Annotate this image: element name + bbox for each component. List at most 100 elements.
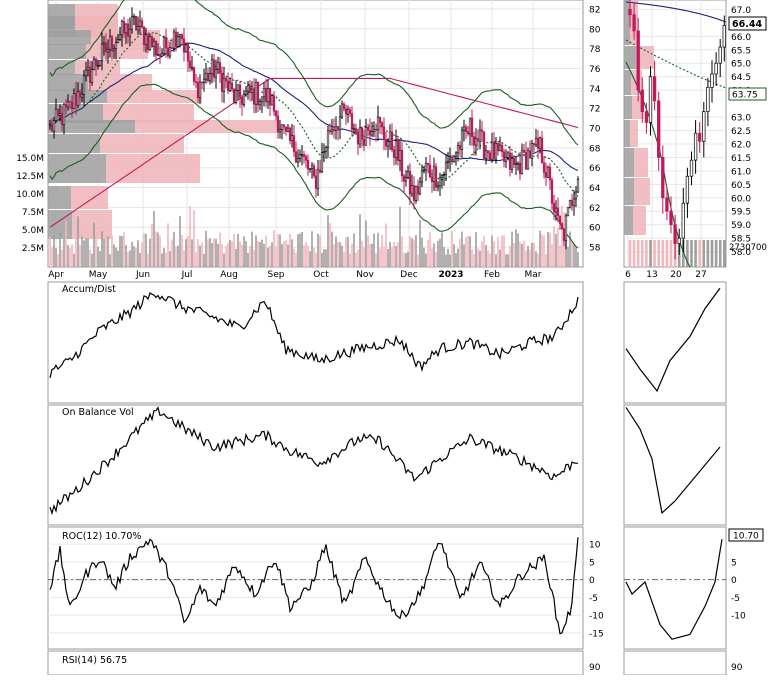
- zoom-candle-body: [693, 132, 698, 161]
- volume-bar: [571, 241, 573, 267]
- volume-bar: [53, 235, 55, 267]
- zoom-candle-body: [636, 30, 640, 91]
- volume-bar: [393, 241, 395, 267]
- volume-bar: [353, 233, 355, 267]
- volume-bar: [559, 245, 561, 267]
- price-candle-body: [132, 16, 136, 18]
- price-candle-body: [206, 72, 210, 82]
- month-tick-label: Nov: [356, 270, 374, 280]
- price-candle-body: [400, 149, 404, 177]
- volume-bar: [575, 247, 577, 267]
- price-candle-body: [422, 169, 426, 172]
- last-price-label: 66.44: [732, 19, 762, 30]
- zoom-profile-bar: [630, 120, 638, 147]
- price-candle-body: [242, 93, 246, 105]
- volume-bar: [195, 252, 197, 267]
- roc-tick-label: -5: [589, 594, 598, 604]
- volume-bar: [289, 233, 291, 267]
- volume-bar: [381, 234, 383, 267]
- price-candle-body: [496, 143, 500, 152]
- price-candle-body: [504, 157, 508, 162]
- price-candle-body: [136, 26, 140, 31]
- panel-frame-6: [47, 526, 584, 650]
- zoom-profile-bar: [636, 46, 654, 69]
- volume-bar: [485, 245, 487, 267]
- price-candle-body: [306, 159, 310, 170]
- volume-bar: [555, 233, 557, 267]
- price-candle-body: [336, 126, 340, 131]
- price-candle-body: [318, 169, 322, 173]
- price-candle-body: [480, 129, 484, 132]
- zoom-candle-body: [702, 111, 706, 142]
- volume-bar: [121, 236, 123, 267]
- price-candle-body: [220, 72, 224, 92]
- volume-bar: [423, 247, 425, 267]
- price-candle-body: [332, 128, 336, 131]
- overlay-lines: [49, 0, 727, 640]
- volume-bar: [161, 253, 163, 267]
- volume-profile-bar: [48, 186, 71, 209]
- price-candle-body: [522, 149, 526, 153]
- volume-tick-label: 12.5M: [16, 172, 44, 182]
- price-candle-body: [142, 26, 146, 45]
- price-candle-body: [138, 20, 142, 27]
- volume-bar: [299, 233, 301, 267]
- volume-bar: [351, 243, 353, 267]
- volume-bar: [243, 236, 245, 267]
- roc-zoom-tick-label: 0: [731, 576, 737, 586]
- zoom-candle-body: [681, 202, 685, 239]
- volume-bar: [521, 243, 523, 267]
- roc-zoom-tick-label: -10: [731, 612, 746, 622]
- zoom-tick-label: 60.0: [731, 194, 751, 204]
- volume-bar: [83, 240, 85, 267]
- price-candle-body: [540, 137, 544, 164]
- volume-bar: [143, 233, 145, 267]
- price-candle-body: [398, 149, 402, 161]
- volume-bar: [523, 240, 525, 267]
- volume-profile-bar: [48, 44, 86, 59]
- price-candle-body: [198, 81, 202, 99]
- price-candle-body: [56, 108, 60, 116]
- zoom-tick-label: 60.5: [731, 181, 751, 191]
- price-candle-body: [566, 207, 570, 217]
- volume-bar: [481, 241, 483, 267]
- volume-bar: [527, 246, 529, 267]
- price-candle-body: [228, 82, 232, 91]
- zoom-day-label: 13: [646, 270, 657, 280]
- volume-profile-bar: [107, 90, 202, 103]
- zoom-candle-body: [648, 76, 653, 123]
- volume-bar: [81, 236, 83, 267]
- volume-bar: [325, 249, 327, 267]
- volume-bar: [431, 248, 433, 267]
- volume-bar: [455, 253, 457, 267]
- price-candle-body: [564, 215, 568, 241]
- zoom-volume-bar: [718, 240, 722, 267]
- zoom-tick-label: 66.0: [731, 33, 751, 43]
- volume-bar: [547, 231, 549, 267]
- zoom-candle-body: [714, 62, 718, 75]
- price-candle-body: [292, 135, 296, 153]
- volume-tick-label: 10.0M: [16, 190, 44, 200]
- volume-bar: [413, 239, 415, 267]
- zoom-profile-bar: [633, 206, 646, 235]
- price-candle-body: [506, 152, 510, 158]
- volume-bar: [453, 244, 455, 267]
- volume-bar: [291, 239, 293, 267]
- roc-tick-label: -15: [589, 629, 604, 639]
- price-candle-body: [96, 65, 100, 67]
- zoom-tick-label: 61.0: [731, 167, 751, 177]
- price-candle-body: [562, 228, 566, 241]
- volume-bar: [349, 253, 351, 267]
- price-candle-body: [428, 164, 432, 178]
- volume-tick-label: 2.5M: [22, 244, 44, 254]
- volume-bar: [51, 247, 53, 267]
- zoom-tick-label: 67.0: [731, 6, 751, 16]
- volume-bar: [127, 251, 129, 267]
- price-candle-body: [486, 150, 490, 154]
- volume-bar: [567, 246, 569, 267]
- volume-bar: [483, 235, 485, 267]
- volume-bar: [355, 252, 357, 267]
- price-candle-body: [436, 185, 440, 188]
- volume-bar: [209, 238, 211, 267]
